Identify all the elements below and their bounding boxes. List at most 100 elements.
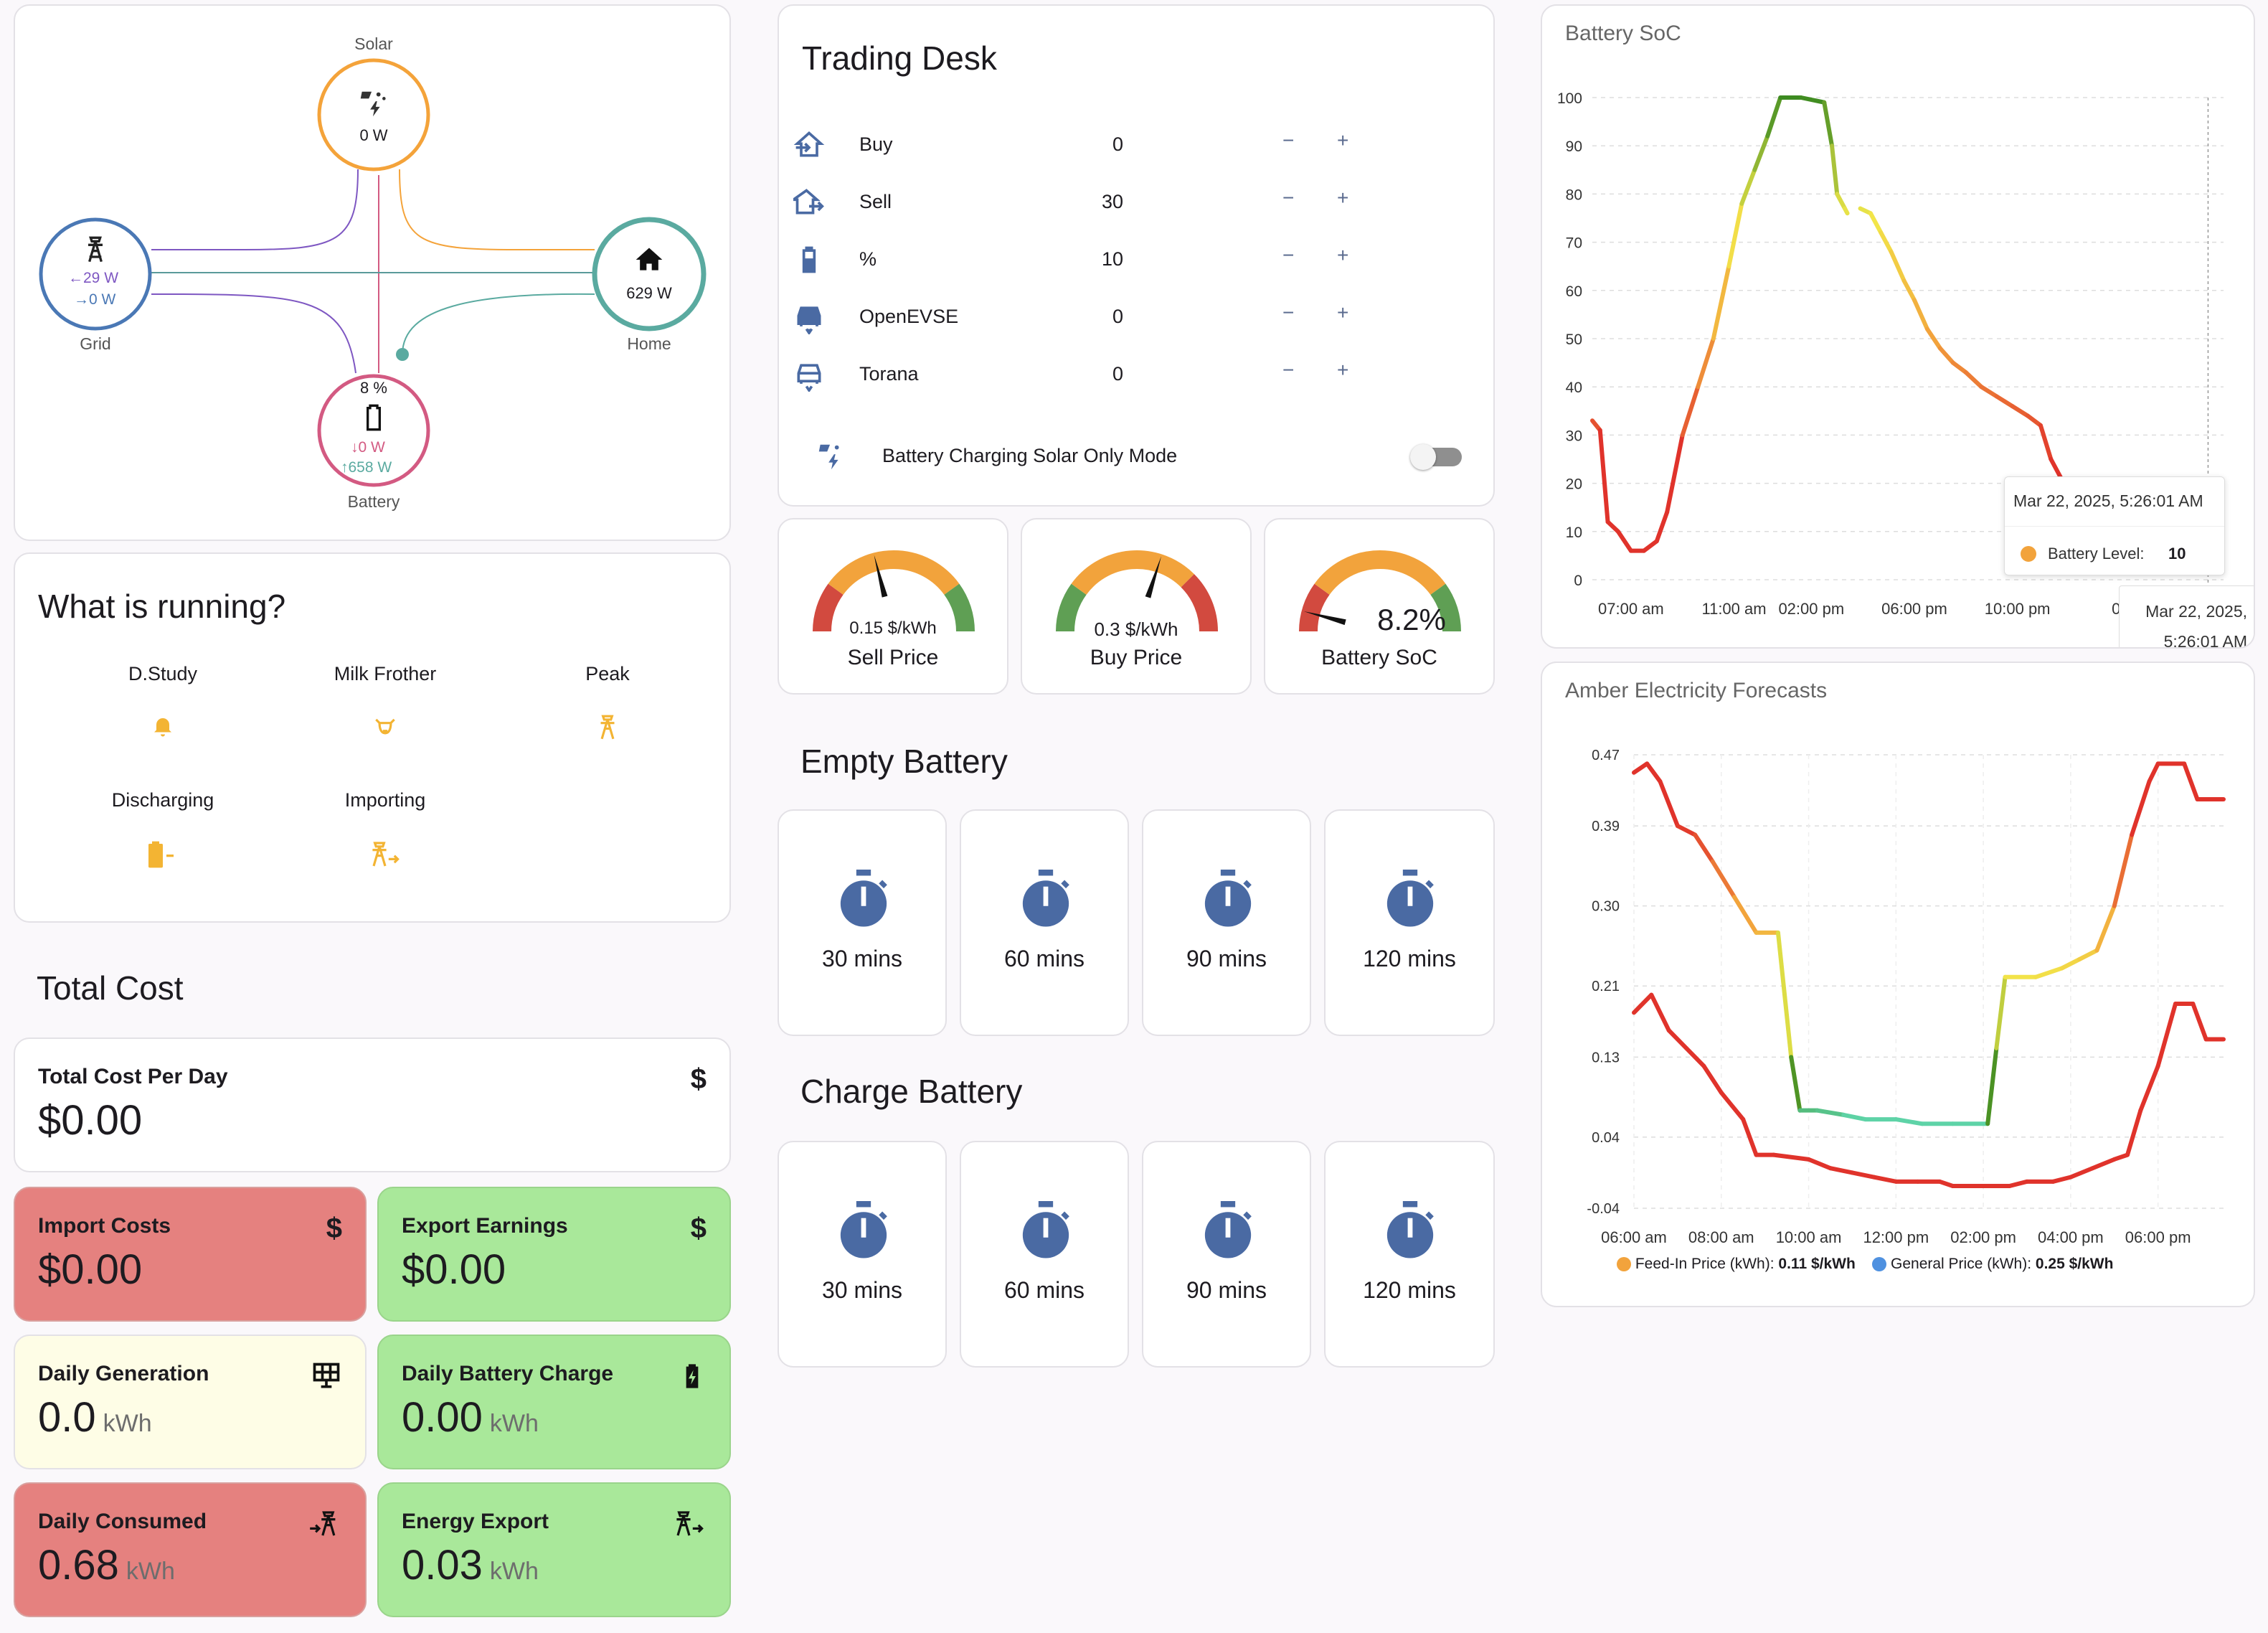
battery-soc-value: 8 %	[360, 379, 387, 397]
car-outline-icon	[797, 364, 821, 392]
battery-soc-chart[interactable]: 0 10 20 30 40 50 60 70 80 90 100 07:00 am 11:00 am 02…	[1542, 6, 2254, 647]
soc-line-segment	[2026, 413, 2043, 428]
empty-battery-30-button[interactable]: 30 mins	[778, 809, 947, 1036]
stat-title: Daily Battery Charge	[402, 1362, 614, 1385]
export-earnings-card[interactable]: Export Earnings $0.00 $	[377, 1187, 731, 1322]
legend-item-general[interactable]: General Price (kWh): 0.25 $/kWh	[1872, 1256, 2113, 1272]
general-price-line-segment	[2147, 761, 2160, 784]
charge-battery-60-button[interactable]: 60 mins	[960, 1141, 1129, 1368]
home-icon	[635, 248, 663, 270]
general-price-line-segment	[1693, 832, 1715, 864]
battery-outline-icon	[367, 404, 381, 431]
soc-line-segment	[1615, 529, 1633, 553]
legend-value: 0.11 $/kWh	[1778, 1256, 1856, 1272]
battery-out-value: ↓0 W	[351, 439, 385, 456]
bell-icon	[154, 718, 171, 737]
feed-in-line-segment	[1806, 1157, 1833, 1171]
running-item-d-study[interactable]: D.Study	[84, 663, 242, 745]
y-tick-label: 100	[1557, 90, 1582, 107]
charge-battery-120-button[interactable]: 120 mins	[1324, 1141, 1495, 1368]
trade-value-torana: 0	[1112, 363, 1123, 385]
trade-value-buy: 0	[1112, 133, 1123, 155]
increment-button[interactable]: +	[1337, 187, 1349, 209]
gauge-segment	[1181, 574, 1218, 632]
feed-in-line-segment	[2138, 1063, 2160, 1113]
empty-battery-120-button[interactable]: 120 mins	[1324, 809, 1495, 1036]
running-item-milk-frother[interactable]: Milk Frother	[306, 663, 464, 746]
feed-in-line-segment	[1871, 1175, 1899, 1184]
sell-price-gauge	[813, 550, 975, 632]
timer-icon	[1022, 870, 1069, 927]
timer-icon	[1386, 870, 1434, 927]
running-item-importing[interactable]: Importing	[306, 789, 464, 874]
legend-value: 0.25 $/kWh	[2035, 1256, 2114, 1272]
stat-value: $0.00	[402, 1246, 506, 1293]
decrement-button[interactable]: −	[1282, 359, 1295, 381]
daily-battery-charge-card[interactable]: Daily Battery Charge 0.00 kWh	[377, 1335, 731, 1469]
stat-title: Export Earnings	[402, 1214, 568, 1238]
running-item-peak[interactable]: Peak	[529, 663, 686, 746]
gauge-segment	[813, 583, 844, 632]
increment-button[interactable]: +	[1337, 359, 1349, 381]
energy-export-card[interactable]: Energy Export 0.03 kWh	[377, 1482, 731, 1617]
general-price-line-segment	[2182, 761, 2200, 801]
feed-in-line-segment	[1771, 1152, 1811, 1162]
soc-line-segment	[1665, 433, 1685, 514]
empty-battery-60-button[interactable]: 60 mins	[960, 809, 1129, 1036]
x-tick-label: 06:00 pm	[1881, 600, 1947, 618]
daily-generation-card[interactable]: Daily Generation 0.0 kWh	[14, 1335, 367, 1469]
daily-consumed-card[interactable]: Daily Consumed 0.68 kWh	[14, 1482, 367, 1617]
y-tick-label: 0	[1574, 573, 1582, 589]
y-tick-label: 0.39	[1592, 819, 1620, 834]
amber-forecast-chart[interactable]: 0.47 0.39 0.30 0.21 0.13 0.04 -0.04 06:00 am 08:…	[1542, 663, 2254, 1306]
general-price-line-segment	[1789, 1055, 1802, 1113]
running-item-discharging[interactable]: Discharging	[84, 789, 242, 874]
soc-line-segment	[1979, 385, 1999, 399]
x-tick-label: 10:00 am	[1776, 1228, 1842, 1246]
trade-label-percent: %	[859, 248, 877, 270]
increment-button[interactable]: +	[1337, 244, 1349, 266]
transmission-tower-icon	[600, 715, 615, 740]
y-tick-label: 0.47	[1592, 748, 1620, 763]
stat-value: 0.68 kWh	[38, 1542, 175, 1589]
stat-value: $0.00	[38, 1246, 143, 1293]
x-tick-label: 02:00 pm	[1778, 600, 1844, 618]
battery-charging-icon	[686, 1364, 699, 1388]
solar-only-mode-toggle[interactable]	[1410, 444, 1462, 470]
trade-value-sell: 30	[1101, 191, 1123, 212]
decrement-button[interactable]: −	[1282, 187, 1295, 209]
y-tick-label: 90	[1566, 138, 1582, 155]
total-cost-per-day-card[interactable]: Total Cost Per Day $0.00 $	[14, 1037, 731, 1172]
amber-forecast-chart-card: Amber Electricity Forecasts 0.47 0.39 0.30…	[1541, 662, 2255, 1307]
charge-battery-90-button[interactable]: 90 mins	[1142, 1141, 1311, 1368]
soc-line-segment	[1924, 326, 1942, 351]
soc-line-segment	[1605, 519, 1620, 534]
energy-flow-card: Solar 0 W ←29 W →0 W Grid 629 W Home 8 %…	[14, 4, 731, 541]
battery-soc-gauge-card[interactable]: 8.2% Battery SoC	[1264, 518, 1495, 695]
decrement-button[interactable]: −	[1282, 244, 1295, 266]
gauge-segment	[828, 550, 960, 596]
legend-item-feed-in[interactable]: Feed-In Price (kWh): 0.11 $/kWh	[1617, 1256, 1860, 1272]
general-price-line-segment	[1841, 1112, 1868, 1122]
home-import-icon	[793, 131, 825, 157]
trading-desk-card: Trading Desk Buy 0 − + Sell 30 − + % 10 …	[778, 4, 1495, 507]
y-tick-label: 20	[1566, 476, 1582, 493]
sell-price-gauge-card[interactable]: 0.15 $/kWh Sell Price	[778, 518, 1008, 695]
soc-line-segment	[1868, 211, 1884, 235]
timer-label: 60 mins	[1003, 1277, 1085, 1303]
feed-in-line-segment	[1850, 1170, 1876, 1180]
decrement-button[interactable]: −	[1282, 301, 1295, 324]
empty-battery-90-button[interactable]: 90 mins	[1142, 809, 1311, 1036]
buy-price-gauge-card[interactable]: 0.3 $/kWh Buy Price	[1021, 518, 1252, 695]
what-is-running-title: What is running?	[38, 588, 286, 625]
import-costs-card[interactable]: Import Costs $0.00 $	[14, 1187, 367, 1322]
running-item-label: D.Study	[128, 663, 198, 684]
soc-line-segment	[1994, 394, 2015, 409]
increment-button[interactable]: +	[1337, 301, 1349, 324]
general-price-line-segment	[2112, 832, 2135, 908]
decrement-button[interactable]: −	[1282, 129, 1295, 151]
charge-battery-30-button[interactable]: 30 mins	[778, 1141, 947, 1368]
feed-in-line-segment	[1666, 1028, 1689, 1050]
y-tick-label: 0.21	[1592, 979, 1620, 994]
increment-button[interactable]: +	[1337, 129, 1349, 151]
